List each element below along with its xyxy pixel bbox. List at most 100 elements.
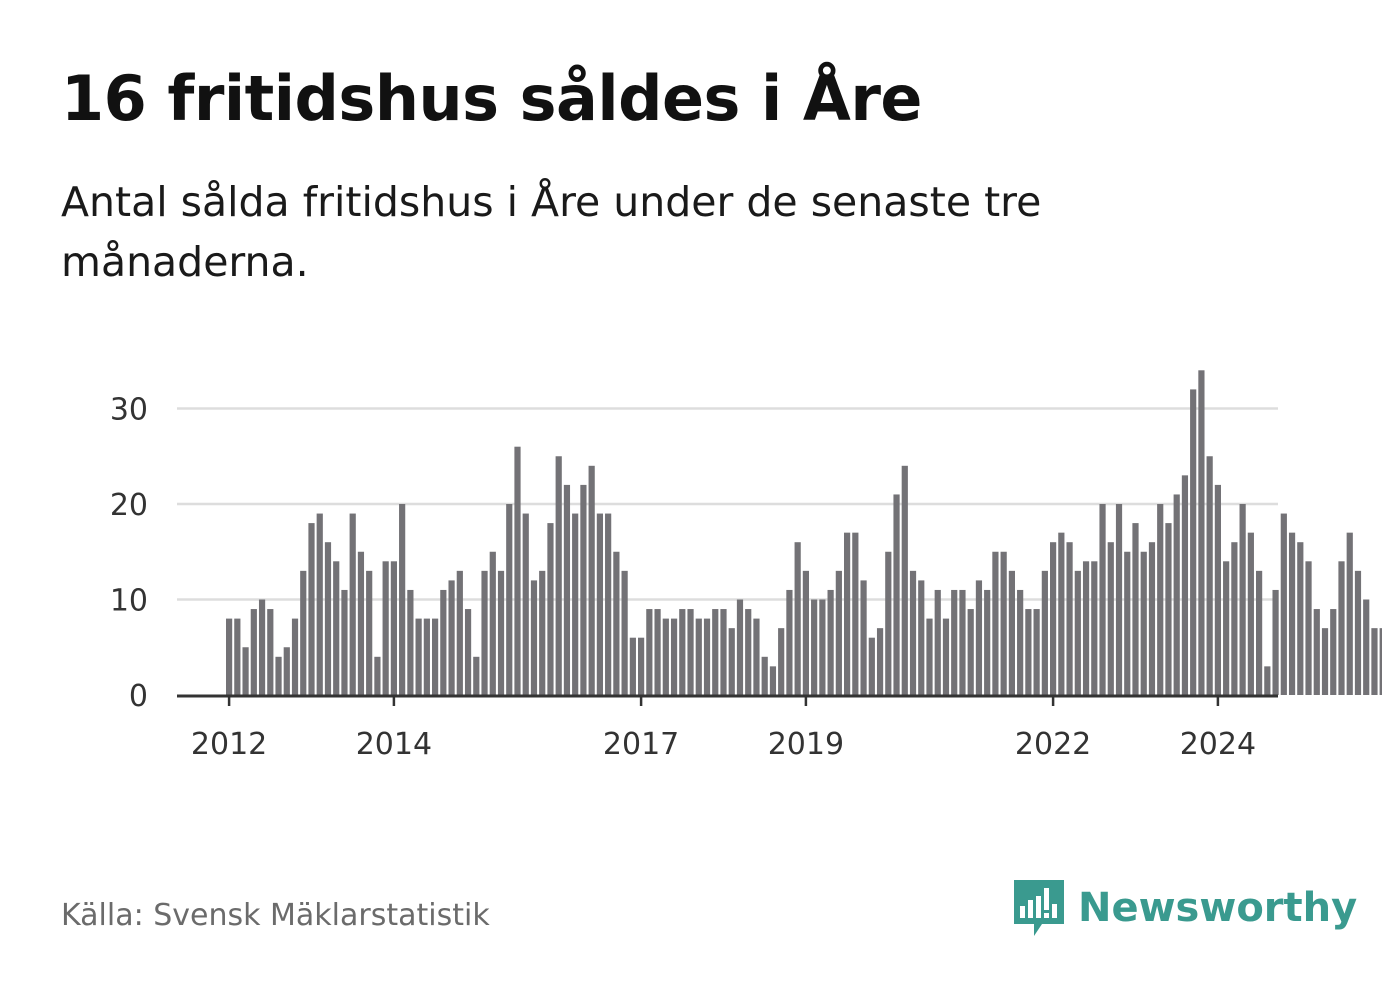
bar — [399, 504, 406, 695]
bar — [580, 484, 587, 695]
bar — [835, 570, 842, 695]
bar — [1321, 628, 1329, 695]
bar — [1288, 532, 1296, 695]
bar — [1033, 609, 1040, 695]
bar — [728, 628, 735, 695]
bar — [1198, 370, 1205, 695]
brand-name: Newsworthy — [1078, 885, 1358, 931]
bar — [1124, 551, 1131, 695]
bar — [1264, 666, 1271, 695]
bar — [432, 618, 439, 695]
bar — [1074, 570, 1081, 695]
bar — [333, 561, 340, 695]
x-axis-ticks: 2012 2014 2017 2019 2022 2024 — [191, 696, 1256, 762]
bar — [975, 580, 983, 695]
bar — [942, 618, 950, 695]
bar — [794, 542, 801, 695]
bar — [712, 609, 719, 695]
bar — [357, 551, 365, 695]
bar — [951, 589, 958, 695]
bars — [226, 370, 1382, 695]
bar — [967, 609, 974, 695]
bar — [885, 551, 892, 695]
bar — [876, 628, 884, 695]
bar — [629, 637, 636, 695]
x-tick-label: 2019 — [768, 727, 844, 762]
bar — [374, 656, 381, 695]
bar — [1297, 542, 1304, 695]
y-tick-label: 0 — [129, 679, 148, 714]
bar — [464, 609, 472, 695]
newsworthy-logo[interactable]: Newsworthy — [1012, 878, 1357, 938]
bar — [786, 589, 793, 695]
bar — [679, 609, 686, 695]
bar — [250, 609, 257, 695]
bar — [992, 551, 999, 695]
bar — [226, 618, 233, 695]
bar — [1371, 628, 1378, 695]
bar — [662, 618, 669, 695]
bar — [926, 618, 933, 695]
bar — [1379, 628, 1382, 695]
bar — [621, 570, 628, 695]
bar — [382, 561, 389, 695]
bar — [909, 570, 917, 695]
bar — [703, 618, 711, 695]
bar — [522, 513, 529, 695]
bar — [1099, 504, 1106, 695]
bar — [267, 609, 274, 695]
bar — [324, 542, 332, 695]
bar — [1313, 609, 1320, 695]
chart-subtitle: Antal sålda fritidshus i Åre under de se… — [61, 178, 1042, 286]
bar — [1256, 570, 1263, 695]
bar — [366, 570, 373, 695]
bar — [275, 656, 282, 695]
bar — [473, 656, 480, 695]
bar — [654, 609, 661, 695]
bar — [555, 456, 562, 695]
bar — [596, 513, 603, 695]
bar — [316, 513, 323, 695]
bar — [415, 618, 422, 695]
y-tick-label: 20 — [110, 488, 148, 523]
bar — [1330, 609, 1337, 695]
bar — [1354, 570, 1362, 695]
bar — [308, 523, 315, 695]
bar — [1338, 561, 1345, 695]
bar — [1140, 551, 1147, 695]
bar — [242, 647, 249, 695]
bar — [1231, 542, 1238, 695]
bar — [349, 513, 356, 695]
bar — [407, 589, 414, 695]
bar — [1190, 389, 1197, 695]
bar — [605, 513, 612, 695]
bar — [819, 599, 826, 695]
bar — [1363, 599, 1370, 695]
bar — [1165, 523, 1172, 695]
bar — [802, 570, 809, 695]
x-tick-label: 2017 — [603, 727, 679, 762]
bar — [1017, 589, 1024, 695]
bar — [258, 599, 266, 695]
bar — [1107, 542, 1114, 695]
bar — [638, 637, 645, 695]
bar — [572, 513, 579, 695]
bar — [456, 570, 463, 695]
bar — [390, 561, 397, 695]
bar — [984, 589, 991, 695]
bar — [827, 589, 834, 695]
bar — [489, 551, 496, 695]
x-tick-label: 2014 — [356, 727, 432, 762]
bar — [1280, 513, 1287, 695]
bar-chart-speech-bubble-icon — [1014, 880, 1064, 936]
bar — [901, 465, 908, 695]
bar — [423, 618, 430, 695]
bar — [811, 599, 818, 695]
bar — [959, 589, 966, 695]
bar — [291, 618, 299, 695]
bar — [1091, 561, 1098, 695]
bar — [1066, 542, 1073, 695]
bar — [1214, 484, 1221, 695]
bar — [506, 504, 513, 695]
